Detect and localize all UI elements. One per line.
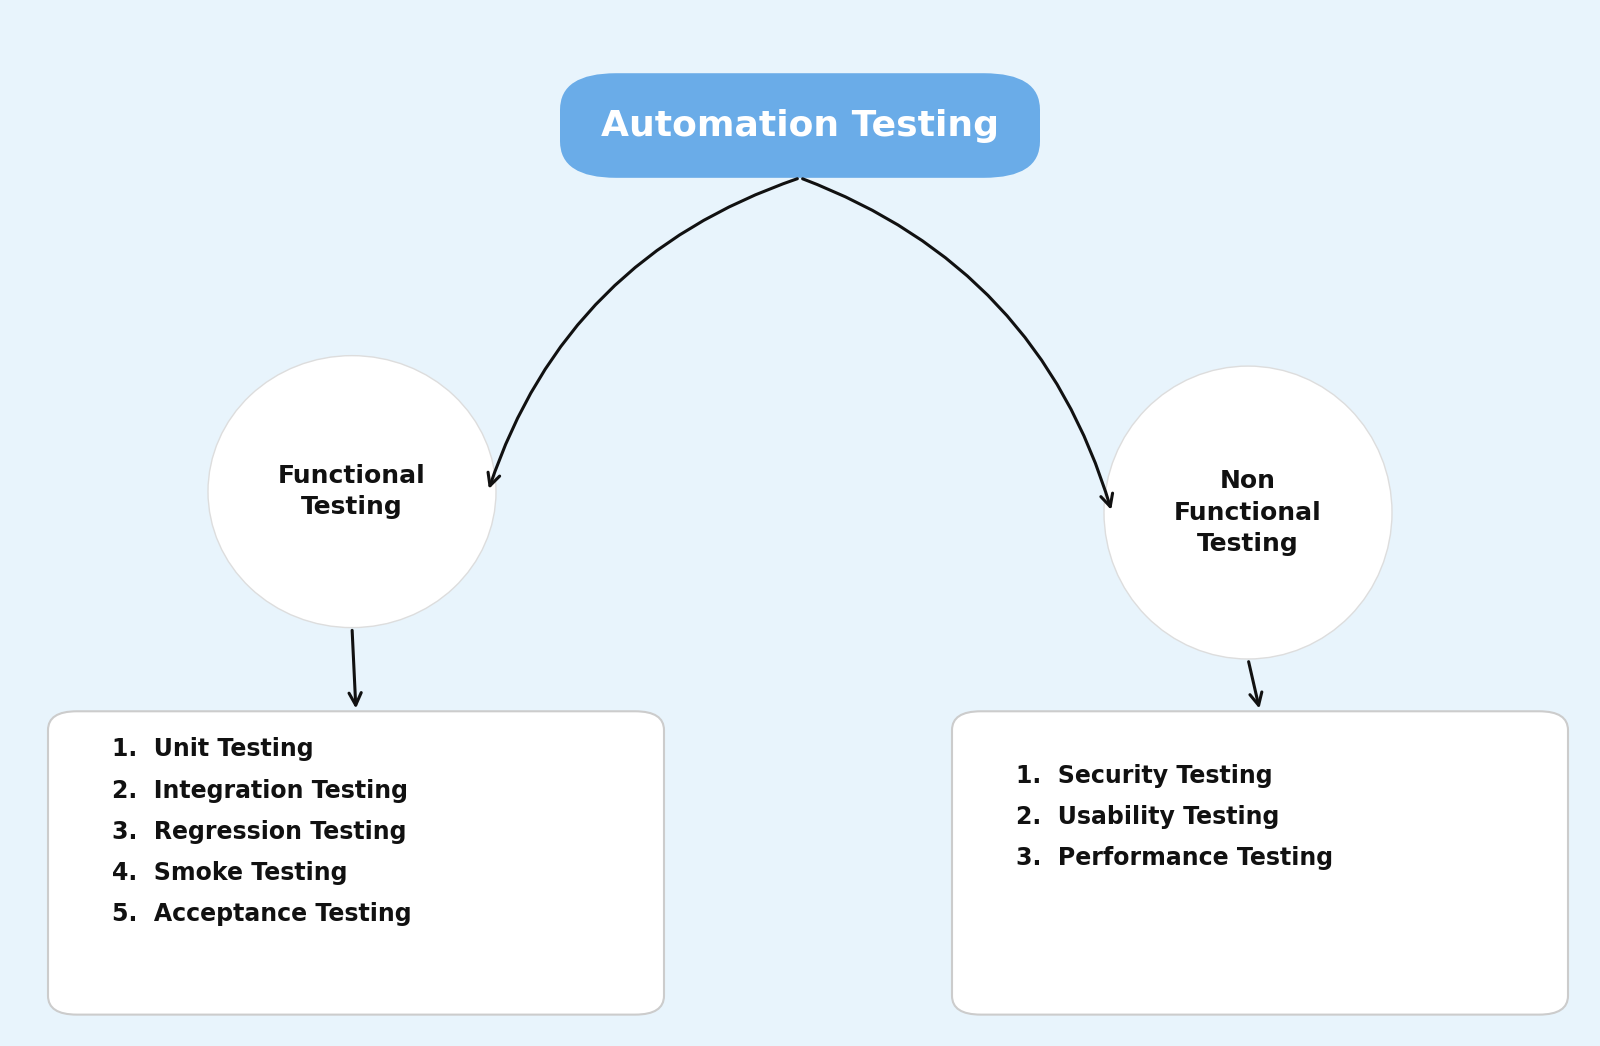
Ellipse shape — [1104, 366, 1392, 659]
Text: 1.  Unit Testing
2.  Integration Testing
3.  Regression Testing
4.  Smoke Testin: 1. Unit Testing 2. Integration Testing 3… — [112, 737, 411, 926]
FancyBboxPatch shape — [48, 711, 664, 1015]
Text: Functional
Testing: Functional Testing — [278, 463, 426, 520]
Text: 1.  Security Testing
2.  Usability Testing
3.  Performance Testing: 1. Security Testing 2. Usability Testing… — [1016, 764, 1333, 870]
Text: Non
Functional
Testing: Non Functional Testing — [1174, 469, 1322, 556]
Text: Automation Testing: Automation Testing — [602, 109, 998, 142]
FancyBboxPatch shape — [952, 711, 1568, 1015]
FancyBboxPatch shape — [560, 73, 1040, 178]
Ellipse shape — [208, 356, 496, 628]
